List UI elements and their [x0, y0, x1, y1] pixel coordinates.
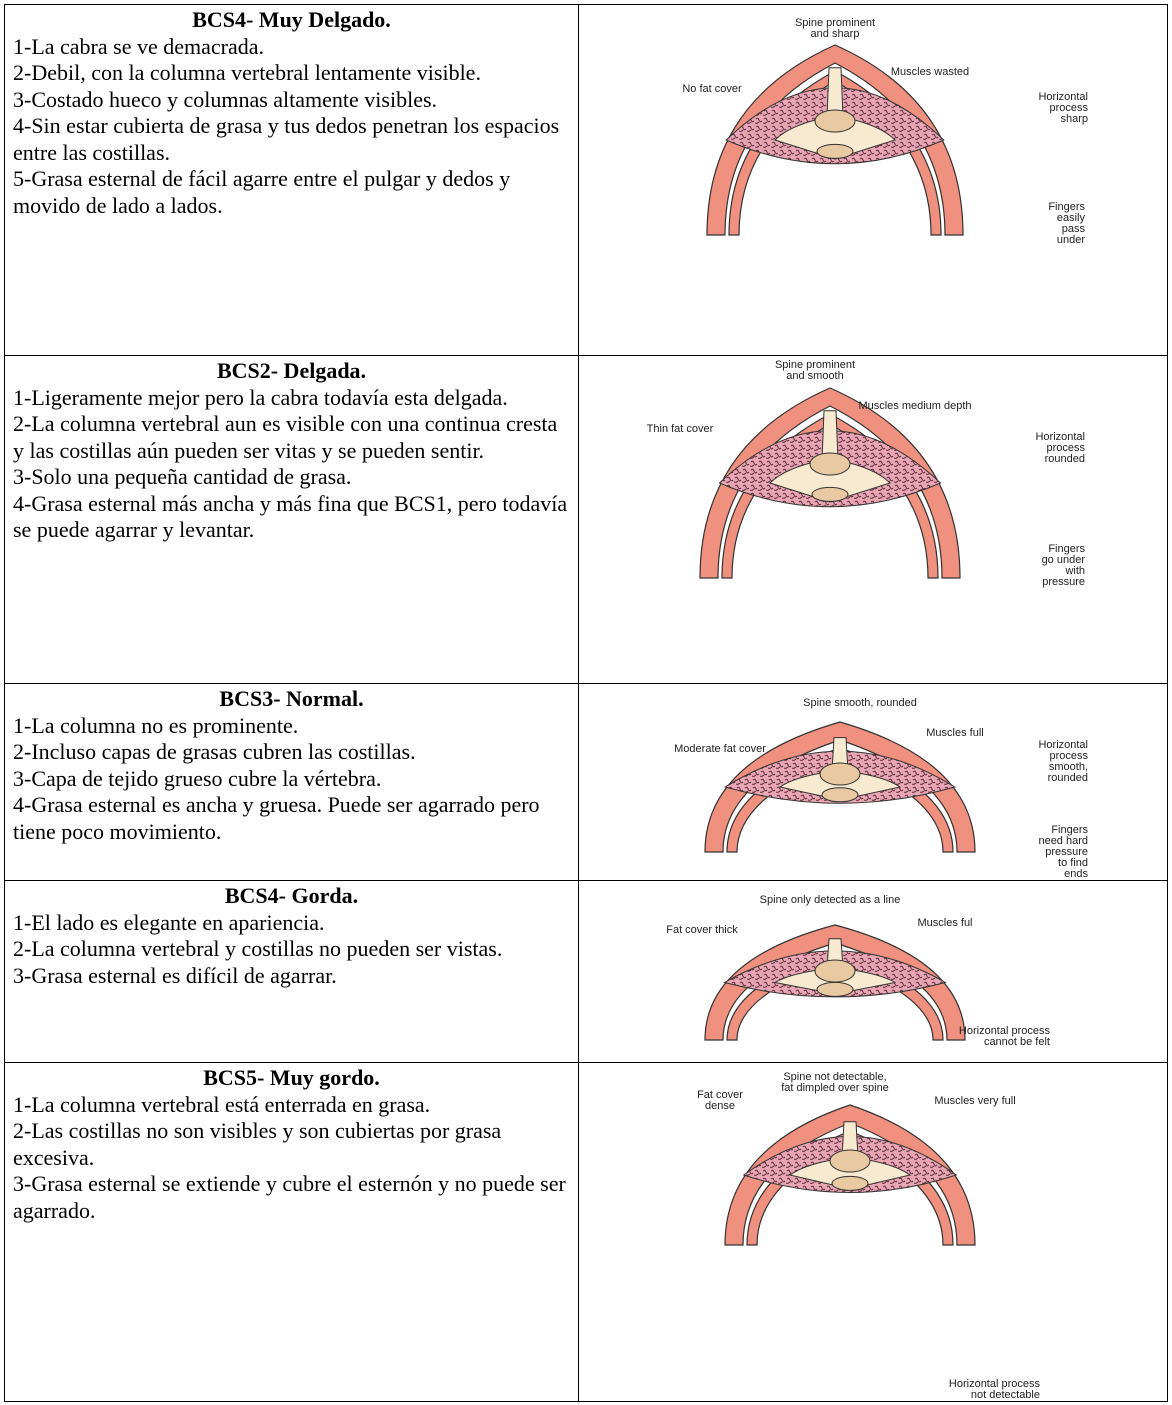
item: 4-Grasa esternal más ancha y más fina qu… [13, 490, 568, 543]
row-title: BCS2- Delgada. [216, 358, 367, 383]
diagram-label: and sharp [811, 28, 860, 40]
item: 3-Costado hueco y columnas altamente vis… [13, 86, 438, 112]
row-title: BCS3- Normal. [219, 686, 364, 711]
vertebra [829, 1149, 871, 1173]
row-title: BCS4- Gorda. [224, 883, 359, 908]
item: 1-La cabra se ve demacrada. [13, 33, 265, 59]
diagram-label: pressure [1045, 846, 1088, 858]
diagram-label: pass [1062, 223, 1086, 235]
goat-cross-section [699, 387, 961, 579]
diagram-label: go under [1042, 554, 1086, 566]
goat-cross-section [724, 1104, 976, 1246]
diagram-label: dense [705, 1100, 735, 1112]
item: 2-La columna vertebral aun es visible co… [13, 411, 558, 463]
goat-cross-section [706, 44, 964, 236]
diagram-label: Spine not detectable, [783, 1071, 886, 1083]
diagram-label: Muscles full [926, 727, 983, 739]
diagram-label: under [1057, 234, 1085, 246]
diagram-label: ends [1064, 868, 1088, 880]
diagram-label: need hard [1038, 835, 1088, 847]
diagram-label: and smooth [786, 370, 843, 382]
row: BCS4- Muy Delgado. 1-La cabra se ve demac… [4, 4, 1168, 356]
item: 1-El lado es elegante en apariencia. [13, 909, 325, 935]
item: 1-La columna vertebral está enterrada en… [13, 1091, 431, 1117]
diagram-label: process [1046, 442, 1085, 454]
row-title: BCS4- Muy Delgado. [192, 7, 391, 32]
spinal-cord [816, 981, 854, 997]
text-cell: BCS2- Delgada. 1-Ligeramente mejor pero l… [4, 355, 579, 684]
diagram-label: process [1049, 102, 1088, 114]
diagram-label: pressure [1042, 576, 1085, 588]
item: 1-Ligeramente mejor pero la cabra todaví… [13, 384, 508, 410]
diagram-label: Muscles medium depth [858, 400, 971, 412]
diagram-label: Horizontal [1038, 739, 1088, 751]
spinal-cord [811, 486, 849, 502]
diagram-label: Horizontal [1038, 91, 1088, 103]
diagram-label: sharp [1060, 113, 1088, 125]
vertebra [814, 959, 856, 983]
vertebra [809, 452, 851, 476]
item: 4-Sin estar cubierta de grasa y tus dedo… [13, 113, 560, 165]
item: 3-Capa de tejido grueso cubre la vértebr… [13, 765, 382, 791]
diagram-label: Spine prominent [775, 359, 855, 371]
spinal-cord [831, 1175, 869, 1191]
spinal-cord [816, 143, 854, 159]
item: 3-Solo una pequeña cantidad de grasa. [13, 464, 352, 489]
diagram-label: smooth, [1049, 761, 1088, 773]
diagram-label: Fat cover thick [666, 924, 738, 936]
item: 3-Grasa esternal se extiende y cubre el … [13, 1171, 566, 1223]
diagram-label: No fat cover [682, 83, 742, 95]
diagram-label: Muscles very full [934, 1095, 1015, 1107]
diagram-label: Horizontal process [959, 1025, 1051, 1037]
diagram-label: Spine smooth, rounded [803, 697, 917, 709]
item: 2-Las costillas no son visibles y son cu… [13, 1118, 502, 1170]
item: 5-Grasa esternal de fácil agarre entre e… [13, 166, 511, 218]
item: 2-La columna vertebral y costillas no pu… [13, 936, 503, 961]
diagram-label: Fat cover [697, 1089, 743, 1101]
item: 2-Incluso capas de grasas cubren las cos… [13, 739, 416, 764]
text-cell: BCS4- Gorda. 1-El lado es elegante en apa… [4, 880, 579, 1063]
text-cell: BCS3- Normal. 1-La columna no es prominen… [4, 683, 579, 881]
diagram-label: cannot be felt [984, 1036, 1050, 1048]
row: BCS2- Delgada. 1-Ligeramente mejor pero l… [4, 355, 1168, 684]
diagram-label: with [1064, 565, 1085, 577]
diagram-label: Thin fat cover [647, 423, 714, 435]
diagram-label: easily [1057, 212, 1086, 224]
vertebra [814, 109, 856, 133]
item: 2-Debil, con la columna vertebral lentam… [13, 60, 481, 85]
diagram-label: Spine prominent [795, 17, 875, 29]
diagram-label: Fingers [1048, 201, 1085, 213]
row-title: BCS5- Muy gordo. [203, 1065, 380, 1090]
diagram-label: Moderate fat cover [674, 743, 766, 755]
image-cell [578, 355, 1168, 684]
goat-cross-section [704, 924, 966, 1041]
text-cell: BCS4- Muy Delgado. 1-La cabra se ve demac… [4, 4, 579, 356]
diagram-label: Horizontal process [949, 1378, 1041, 1390]
diagram-label: Fingers [1051, 824, 1088, 836]
item: 1-La columna no es prominente. [13, 712, 299, 738]
diagram-label: Fingers [1048, 543, 1085, 555]
item: 3-Grasa esternal es difícil de agarrar. [13, 962, 337, 988]
text-cell: BCS5- Muy gordo. 1-La columna vertebral e… [4, 1062, 579, 1402]
diagram-label: rounded [1048, 772, 1088, 784]
diagram-label: not detectable [971, 1389, 1040, 1401]
diagram-label: Spine only detected as a line [760, 894, 901, 906]
item: 4-Grasa esternal es ancha y gruesa. Pued… [13, 792, 540, 844]
diagram-label: Muscles ful [917, 917, 972, 929]
vertebra [819, 762, 861, 786]
diagram-label: process [1049, 750, 1088, 762]
diagram-label: fat dimpled over spine [781, 1082, 889, 1094]
diagram-label: rounded [1045, 453, 1085, 465]
diagram-label: Horizontal [1035, 431, 1085, 443]
spinal-cord [821, 787, 859, 803]
image-cell [578, 4, 1168, 356]
goat-cross-section [704, 721, 976, 853]
diagram-label: to find [1058, 857, 1088, 869]
diagram-label: Muscles wasted [891, 66, 969, 78]
